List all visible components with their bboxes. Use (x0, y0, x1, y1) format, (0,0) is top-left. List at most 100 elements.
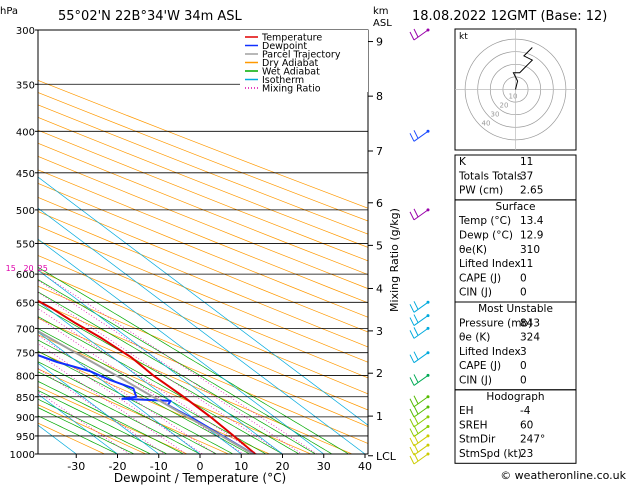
wind-barb-flag (413, 434, 419, 444)
height-unit-km: km (373, 6, 389, 17)
dry-adiabat (38, 301, 368, 444)
temperature-axis: -30 -20 -10 0 10 20 30 40 (67, 454, 372, 473)
index-value: 60 (520, 419, 533, 431)
height-tick-label: 8 (376, 90, 383, 103)
wind-barb-dot (426, 300, 430, 304)
wind-barb-flag (413, 301, 419, 310)
legend-label: Dry Adiabat (262, 58, 319, 69)
mixing-ratio-line (38, 334, 216, 454)
wind-barb-dot (426, 373, 430, 377)
index-value: 23 (520, 448, 533, 460)
height-tick-label: LCL (376, 450, 397, 463)
index-label: Lifted Index (459, 258, 521, 270)
hodograph-ring-label: 40 (482, 120, 491, 128)
datetime-title: 18.08.2022 12GMT (Base: 12) (412, 9, 607, 24)
wind-barb-dot (426, 425, 430, 429)
wet-adiabat (38, 316, 283, 454)
wind-barb-flag (413, 395, 419, 404)
pressure-tick-label: 700 (16, 324, 35, 335)
wind-barb-flag (413, 374, 419, 383)
legend-label: Mixing Ratio (262, 84, 321, 95)
legend-label: Dewpoint (262, 41, 307, 52)
wind-barb-dot (426, 443, 430, 447)
isotherm-line (38, 269, 283, 454)
wind-barb-dot (426, 314, 430, 318)
pressure-tick-label: 400 (16, 127, 35, 138)
location-title: 55°02'N 22B°34'W 34m ASL (58, 9, 243, 24)
pressure-axis: 300 350 400 450 500 550 600 650 700 750 800 850 900 9… (10, 26, 38, 461)
wind-barb-flag (409, 455, 415, 465)
isotherm-line (38, 362, 159, 454)
wind-barb-staff (413, 352, 429, 364)
pressure-tick-label: 850 (16, 393, 35, 404)
wind-barb-staff (413, 406, 429, 418)
hodograph-unit: kt (459, 32, 468, 42)
hodograph-ring-label: 20 (500, 102, 509, 110)
height-axis: 9 8 7 6 5 4 3 2 1 LCL (368, 36, 397, 463)
wind-barb-flag (413, 327, 419, 336)
pressure-tick-label: 900 (16, 413, 35, 424)
dry-adiabat (38, 334, 311, 454)
index-value: 12.9 (520, 230, 543, 242)
index-value: 2.65 (520, 185, 543, 197)
dry-adiabat (38, 104, 368, 235)
wind-barb-staff (413, 396, 429, 408)
index-value: 247° (520, 434, 545, 446)
dry-adiabat (38, 255, 368, 395)
temperature-tick-label: 20 (276, 460, 290, 473)
wind-barb-flag (409, 31, 415, 41)
wet-adiabat (38, 303, 300, 454)
height-tick-label: 3 (376, 325, 383, 338)
wind-barb-dot (426, 28, 430, 32)
dry-adiabat (38, 79, 368, 209)
pressure-tick-label: 350 (16, 80, 35, 91)
wind-barb-flag (409, 330, 415, 339)
temperature-tick-label: -30 (67, 460, 85, 473)
wind-barb-flag (409, 408, 415, 418)
wind-barb-dot (426, 452, 430, 456)
pressure-tick-label: 500 (16, 206, 35, 217)
index-label: EH (459, 405, 474, 417)
wind-barb-flag (413, 443, 419, 453)
dry-adiabat (38, 368, 229, 454)
wind-barb-staff (413, 327, 429, 339)
wind-barbs (409, 28, 430, 465)
dry-adiabat (38, 317, 353, 454)
wind-barb-dot (426, 208, 430, 212)
pressure-tick-label: 450 (16, 169, 35, 180)
wet-adiabat (38, 390, 168, 454)
index-section-title: Hodograph (486, 391, 544, 403)
pressure-tick-label: 950 (16, 432, 35, 443)
height-tick-label: 9 (376, 36, 383, 49)
index-label: StmDir (459, 434, 496, 446)
pressure-tick-label: 750 (16, 349, 35, 360)
index-label: θe(K) (459, 244, 487, 256)
dry-adiabat (38, 142, 368, 276)
pressure-tick-label: 300 (16, 26, 35, 37)
index-value: 3 (520, 346, 527, 358)
wind-barb-dot (426, 326, 430, 330)
wind-barb-staff (413, 130, 429, 142)
index-label: K (459, 156, 467, 168)
index-section-title: Surface (495, 201, 535, 213)
isotherm-line (38, 238, 324, 454)
copyright: © weatheronline.co.uk (500, 469, 626, 482)
wind-barb-staff (413, 435, 429, 447)
pressure-tick-label: 1000 (10, 450, 35, 461)
wind-barb-flag (409, 428, 415, 437)
wind-barb-staff (413, 416, 429, 428)
index-box (454, 389, 577, 464)
dry-adiabat (38, 386, 188, 454)
wet-adiabat (38, 398, 151, 454)
index-value: 0 (520, 272, 527, 284)
index-section-title: Most Unstable (478, 303, 553, 315)
wind-barb-flag (409, 398, 415, 407)
mixing-ratio-line (38, 391, 130, 454)
index-label: Pressure (mb) (459, 317, 532, 329)
pressure-tick-label: 550 (16, 239, 35, 250)
mixing-ratio-label: 25 (38, 264, 48, 273)
legend-label: Parcel Trajectory (262, 50, 341, 61)
wind-barb-staff (413, 426, 429, 437)
